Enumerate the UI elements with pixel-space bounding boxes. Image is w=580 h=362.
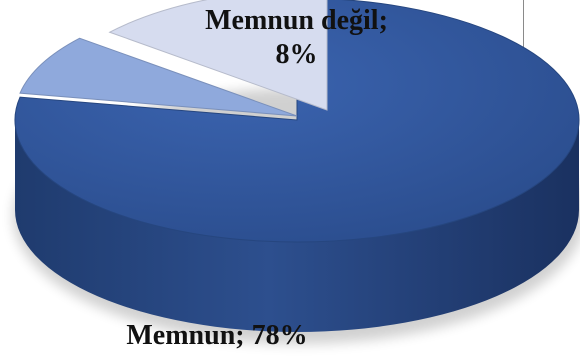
chart-frame-edge [523, 0, 524, 92]
slice-top-memnun-değil [19, 37, 298, 117]
slice-side-0 [15, 120, 579, 332]
data-label-memnun-degil-name: Memnun değil; [205, 5, 388, 36]
data-label-memnun-degil: Memnun değil; 8% [174, 4, 419, 72]
data-label-memnun: Memnun; 78% [92, 319, 342, 353]
slice-top-other-2 [108, 0, 328, 111]
slice-top-memnun [14, 0, 580, 243]
data-label-memnun-text: Memnun; 78% [126, 320, 308, 351]
data-label-memnun-degil-value: 8% [275, 39, 318, 70]
